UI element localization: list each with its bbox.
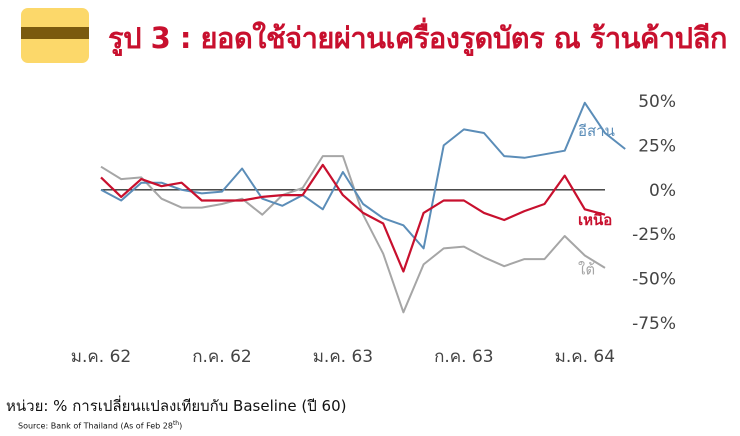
- credit-card-icon: [21, 8, 89, 63]
- source-note: Source: Bank of Thailand (As of Feb 28th…: [18, 420, 182, 431]
- y-tick-label: 25%: [638, 136, 676, 156]
- y-tick-label: -75%: [632, 314, 676, 334]
- series-line-2: [100, 155, 606, 314]
- series-label-0: อีสาน: [578, 122, 615, 140]
- y-tick-label: -25%: [632, 225, 676, 245]
- y-tick-label: 0%: [649, 181, 676, 201]
- source-text: Source: Bank of Thailand (As of Feb 28: [18, 421, 173, 431]
- x-tick-label: ก.ค. 63: [434, 347, 494, 367]
- source-sup: th: [172, 420, 180, 427]
- x-tick-label: ม.ค. 63: [313, 347, 373, 367]
- x-tick-label: ม.ค. 64: [555, 347, 615, 367]
- series-label-1: เหนือ: [578, 211, 612, 229]
- chart-series: [100, 101, 626, 314]
- x-tick-label: ก.ค. 62: [192, 347, 252, 367]
- page-title: รูป 3 : ยอดใช้จ่ายผ่านเครื่องรูดบัตร ณ ร…: [108, 21, 727, 55]
- card-stripe: [21, 27, 89, 39]
- x-axis-ticks: ม.ค. 62 ก.ค. 62 ม.ค. 63 ก.ค. 63 ม.ค. 64: [71, 347, 615, 367]
- x-tick-label: ม.ค. 62: [71, 347, 131, 367]
- y-axis-ticks: 50% 25% 0% -25% -50% -75%: [632, 92, 676, 334]
- source-suffix: ): [179, 421, 183, 431]
- y-tick-label: 50%: [638, 92, 676, 112]
- series-line-1: [100, 163, 606, 273]
- unit-note: หน่วย: % การเปลี่ยนแปลงเทียบกับ Baseline…: [6, 397, 347, 415]
- series-line-0: [100, 101, 626, 250]
- y-tick-label: -50%: [632, 270, 676, 290]
- series-label-2: ใต้: [578, 261, 595, 279]
